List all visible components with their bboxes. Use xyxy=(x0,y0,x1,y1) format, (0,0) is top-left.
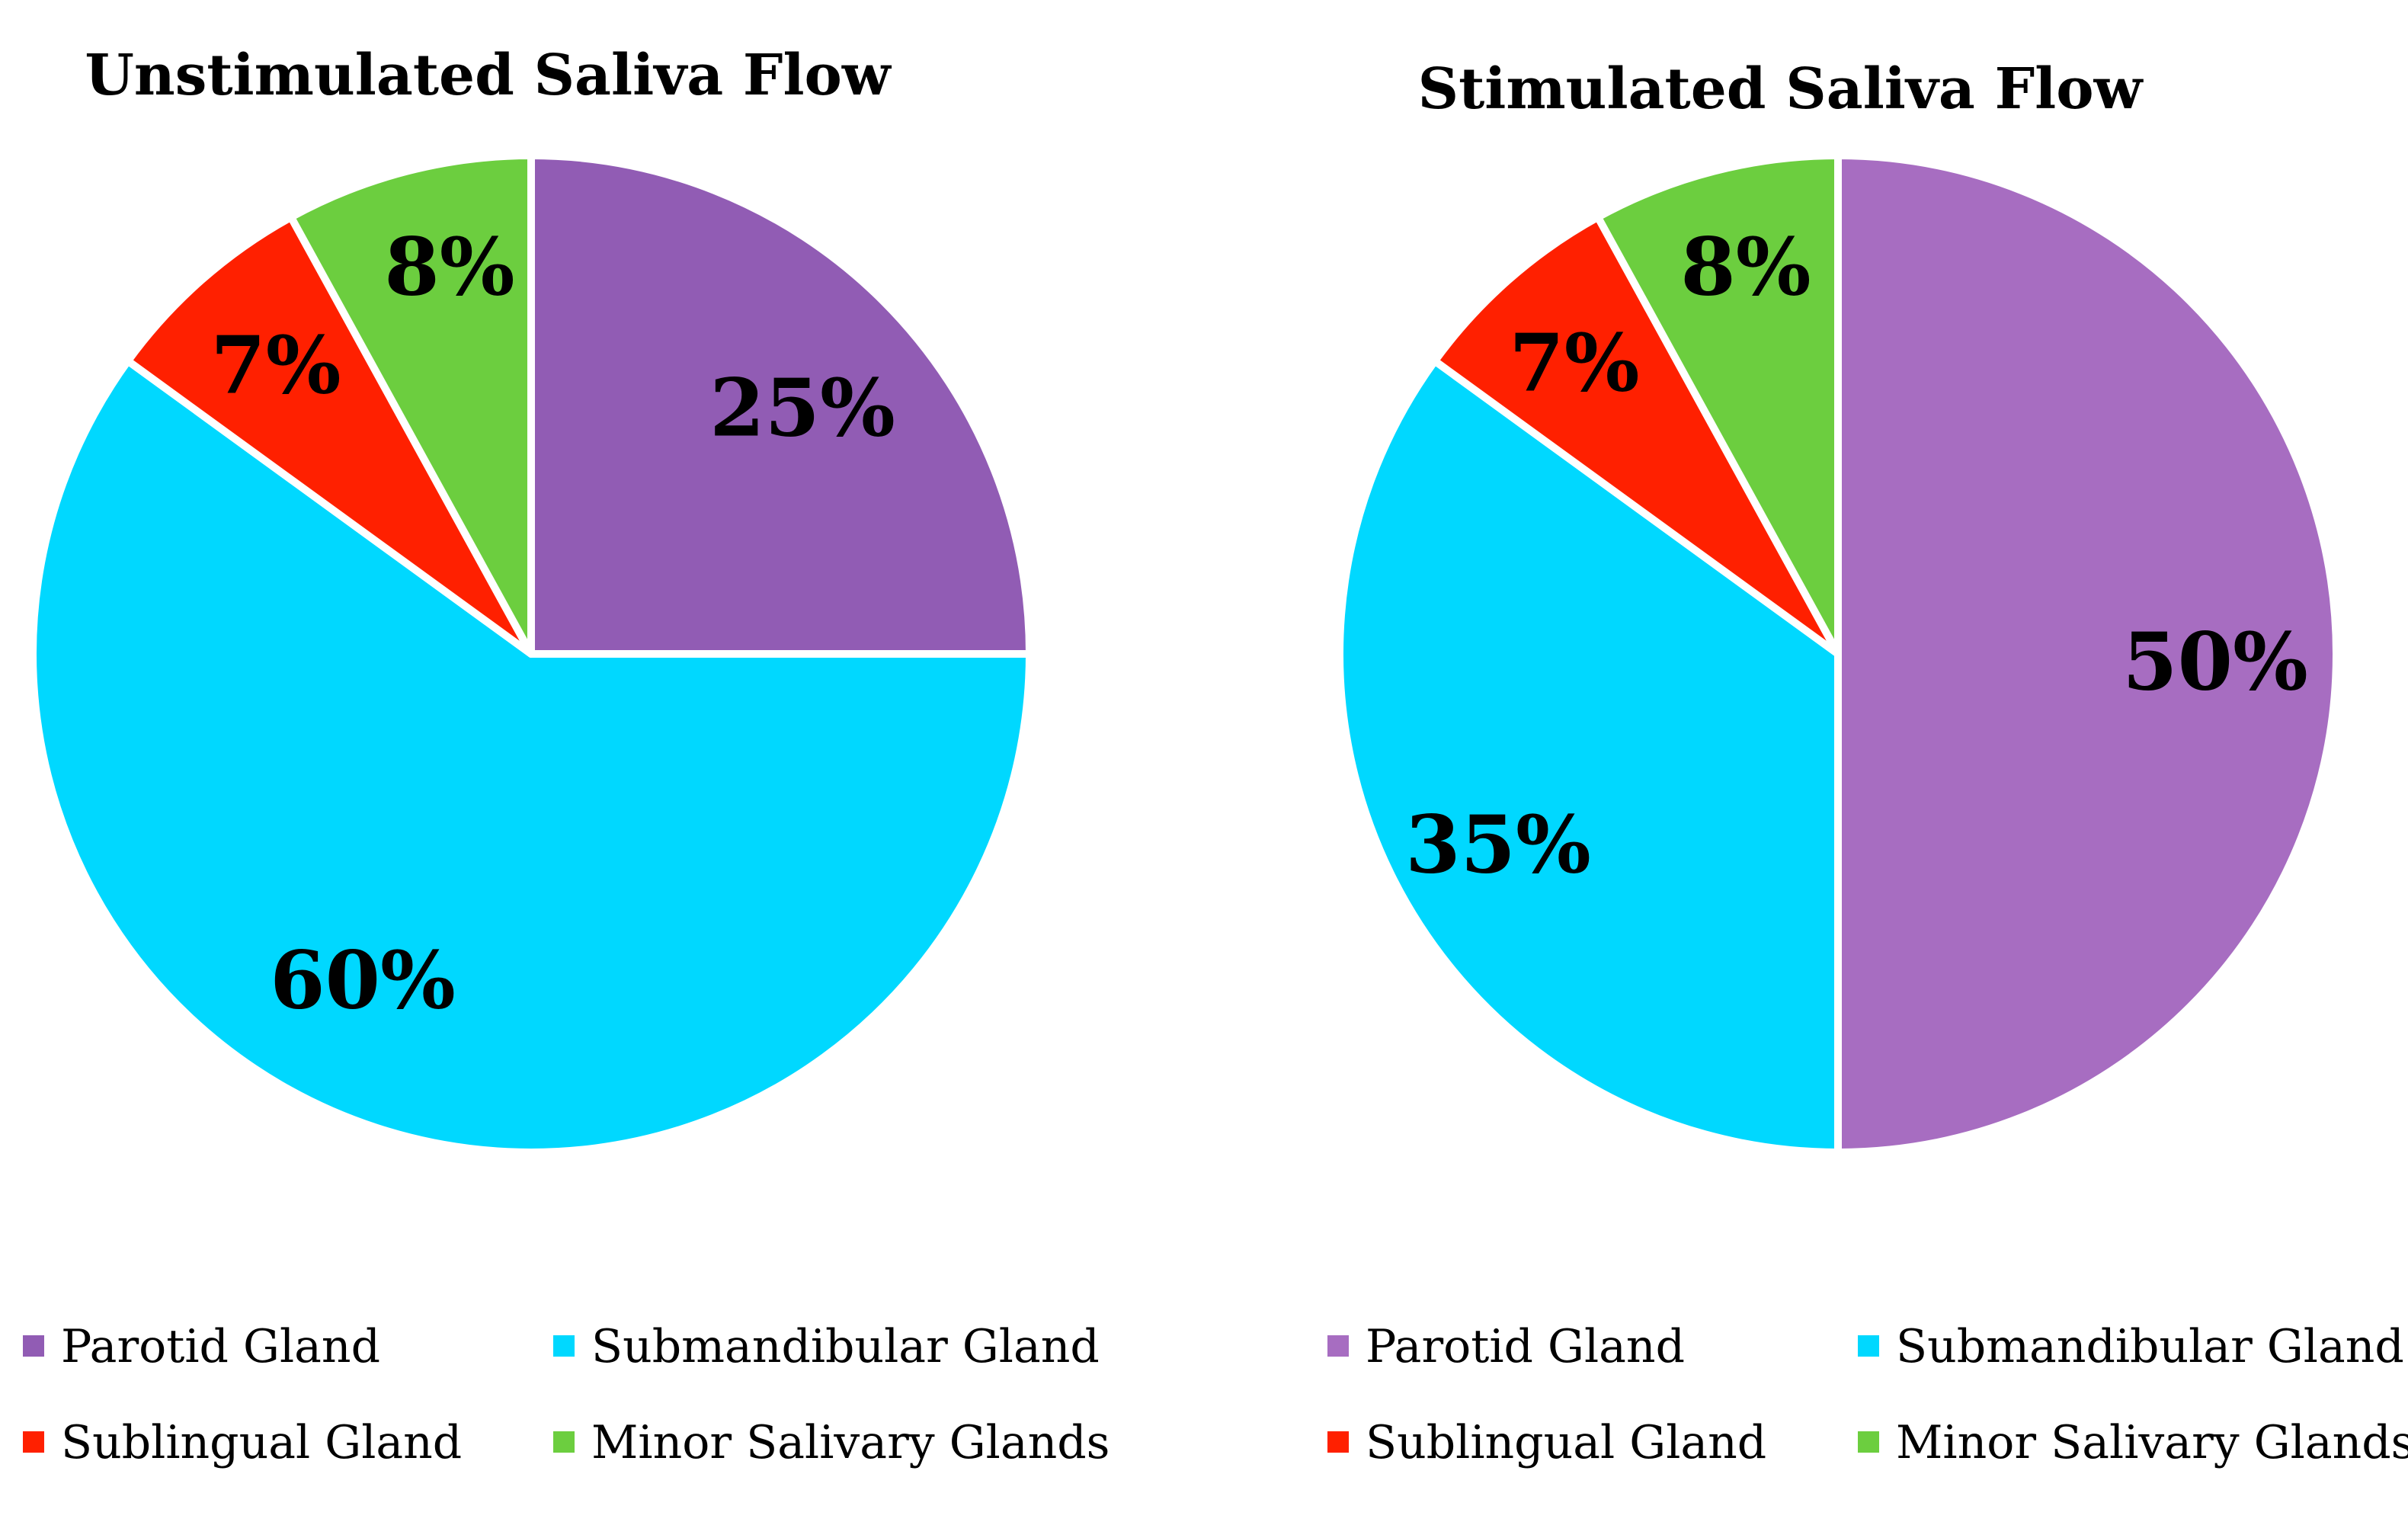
legend: Parotid Gland Submandibular Gland Sublingu… xyxy=(1327,1320,2408,1469)
legend-swatch xyxy=(1327,1431,1349,1453)
pie-chart-unstimulated: Unstimulated Saliva Flow 25% 60% 7% 8% Paro… xyxy=(23,43,1110,1469)
data-label-sublingual-gland: 7% xyxy=(210,319,341,412)
chart-title: Unstimulated Saliva Flow xyxy=(85,43,892,108)
pie-slice-parotid-gland xyxy=(1834,152,2340,1156)
legend-item-sublingual-gland: Sublingual Gland xyxy=(1327,1416,1766,1469)
legend-swatch xyxy=(23,1335,44,1357)
legend-label: Submandibular Gland xyxy=(1896,1320,2404,1373)
data-label-submandibular-gland: 60% xyxy=(270,934,456,1027)
data-label-minor-salivary-glands: 8% xyxy=(384,220,514,314)
legend-swatch xyxy=(1858,1335,1879,1357)
legend-item-submandibular-gland: Submandibular Gland xyxy=(1858,1320,2404,1373)
legend-label: Parotid Gland xyxy=(61,1320,380,1373)
legend-item-parotid-gland: Parotid Gland xyxy=(1327,1320,1685,1373)
data-label-parotid-gland: 50% xyxy=(2122,615,2308,709)
pie-slice-submandibular-gland xyxy=(29,357,1033,1156)
legend-label: Parotid Gland xyxy=(1366,1320,1685,1373)
legend-swatch xyxy=(1327,1335,1349,1357)
chart-title: Stimulated Saliva Flow xyxy=(1418,56,2144,122)
pie-slice-sublingual-gland xyxy=(123,213,535,658)
legend-item-minor-salivary-glands: Minor Salivary Glands xyxy=(1858,1416,2408,1469)
data-label-sublingual-gland: 7% xyxy=(1509,316,1639,410)
pie-slice-minor-salivary-glands xyxy=(287,152,535,658)
pie-data-labels: 50% 35% 7% 8% xyxy=(1405,220,2308,892)
data-label-parotid-gland: 25% xyxy=(709,361,895,455)
legend-swatch xyxy=(553,1335,575,1357)
legend-item-sublingual-gland: Sublingual Gland xyxy=(23,1416,462,1469)
legend-swatch xyxy=(23,1431,44,1453)
data-label-submandibular-gland: 35% xyxy=(1405,798,1591,892)
legend-label: Sublingual Gland xyxy=(61,1416,462,1469)
legend-label: Submandibular Gland xyxy=(591,1320,1100,1373)
legend-swatch xyxy=(553,1431,575,1453)
pie-slice-sublingual-gland xyxy=(1430,213,1842,658)
legend-label: Minor Salivary Glands xyxy=(591,1416,1110,1469)
legend-swatch xyxy=(1858,1431,1879,1453)
legend-item-parotid-gland: Parotid Gland xyxy=(23,1320,380,1373)
legend-label: Minor Salivary Glands xyxy=(1896,1416,2408,1469)
pie-slices xyxy=(29,152,1033,1156)
pie-slice-minor-salivary-glands xyxy=(1593,152,1842,658)
data-label-minor-salivary-glands: 8% xyxy=(1680,220,1811,314)
legend-item-minor-salivary-glands: Minor Salivary Glands xyxy=(553,1416,1110,1469)
pie-chart-stimulated: Stimulated Saliva Flow 50% 35% 7% 8% Paroti… xyxy=(1327,56,2408,1469)
pie-slice-parotid-gland xyxy=(527,152,1033,658)
legend-label: Sublingual Gland xyxy=(1366,1416,1766,1469)
legend-item-submandibular-gland: Submandibular Gland xyxy=(553,1320,1100,1373)
pie-slice-submandibular-gland xyxy=(1336,357,1842,1156)
legend: Parotid Gland Submandibular Gland Sublingu… xyxy=(23,1320,1110,1469)
pie-data-labels: 25% 60% 7% 8% xyxy=(210,220,895,1027)
pie-slices xyxy=(1336,152,2340,1156)
